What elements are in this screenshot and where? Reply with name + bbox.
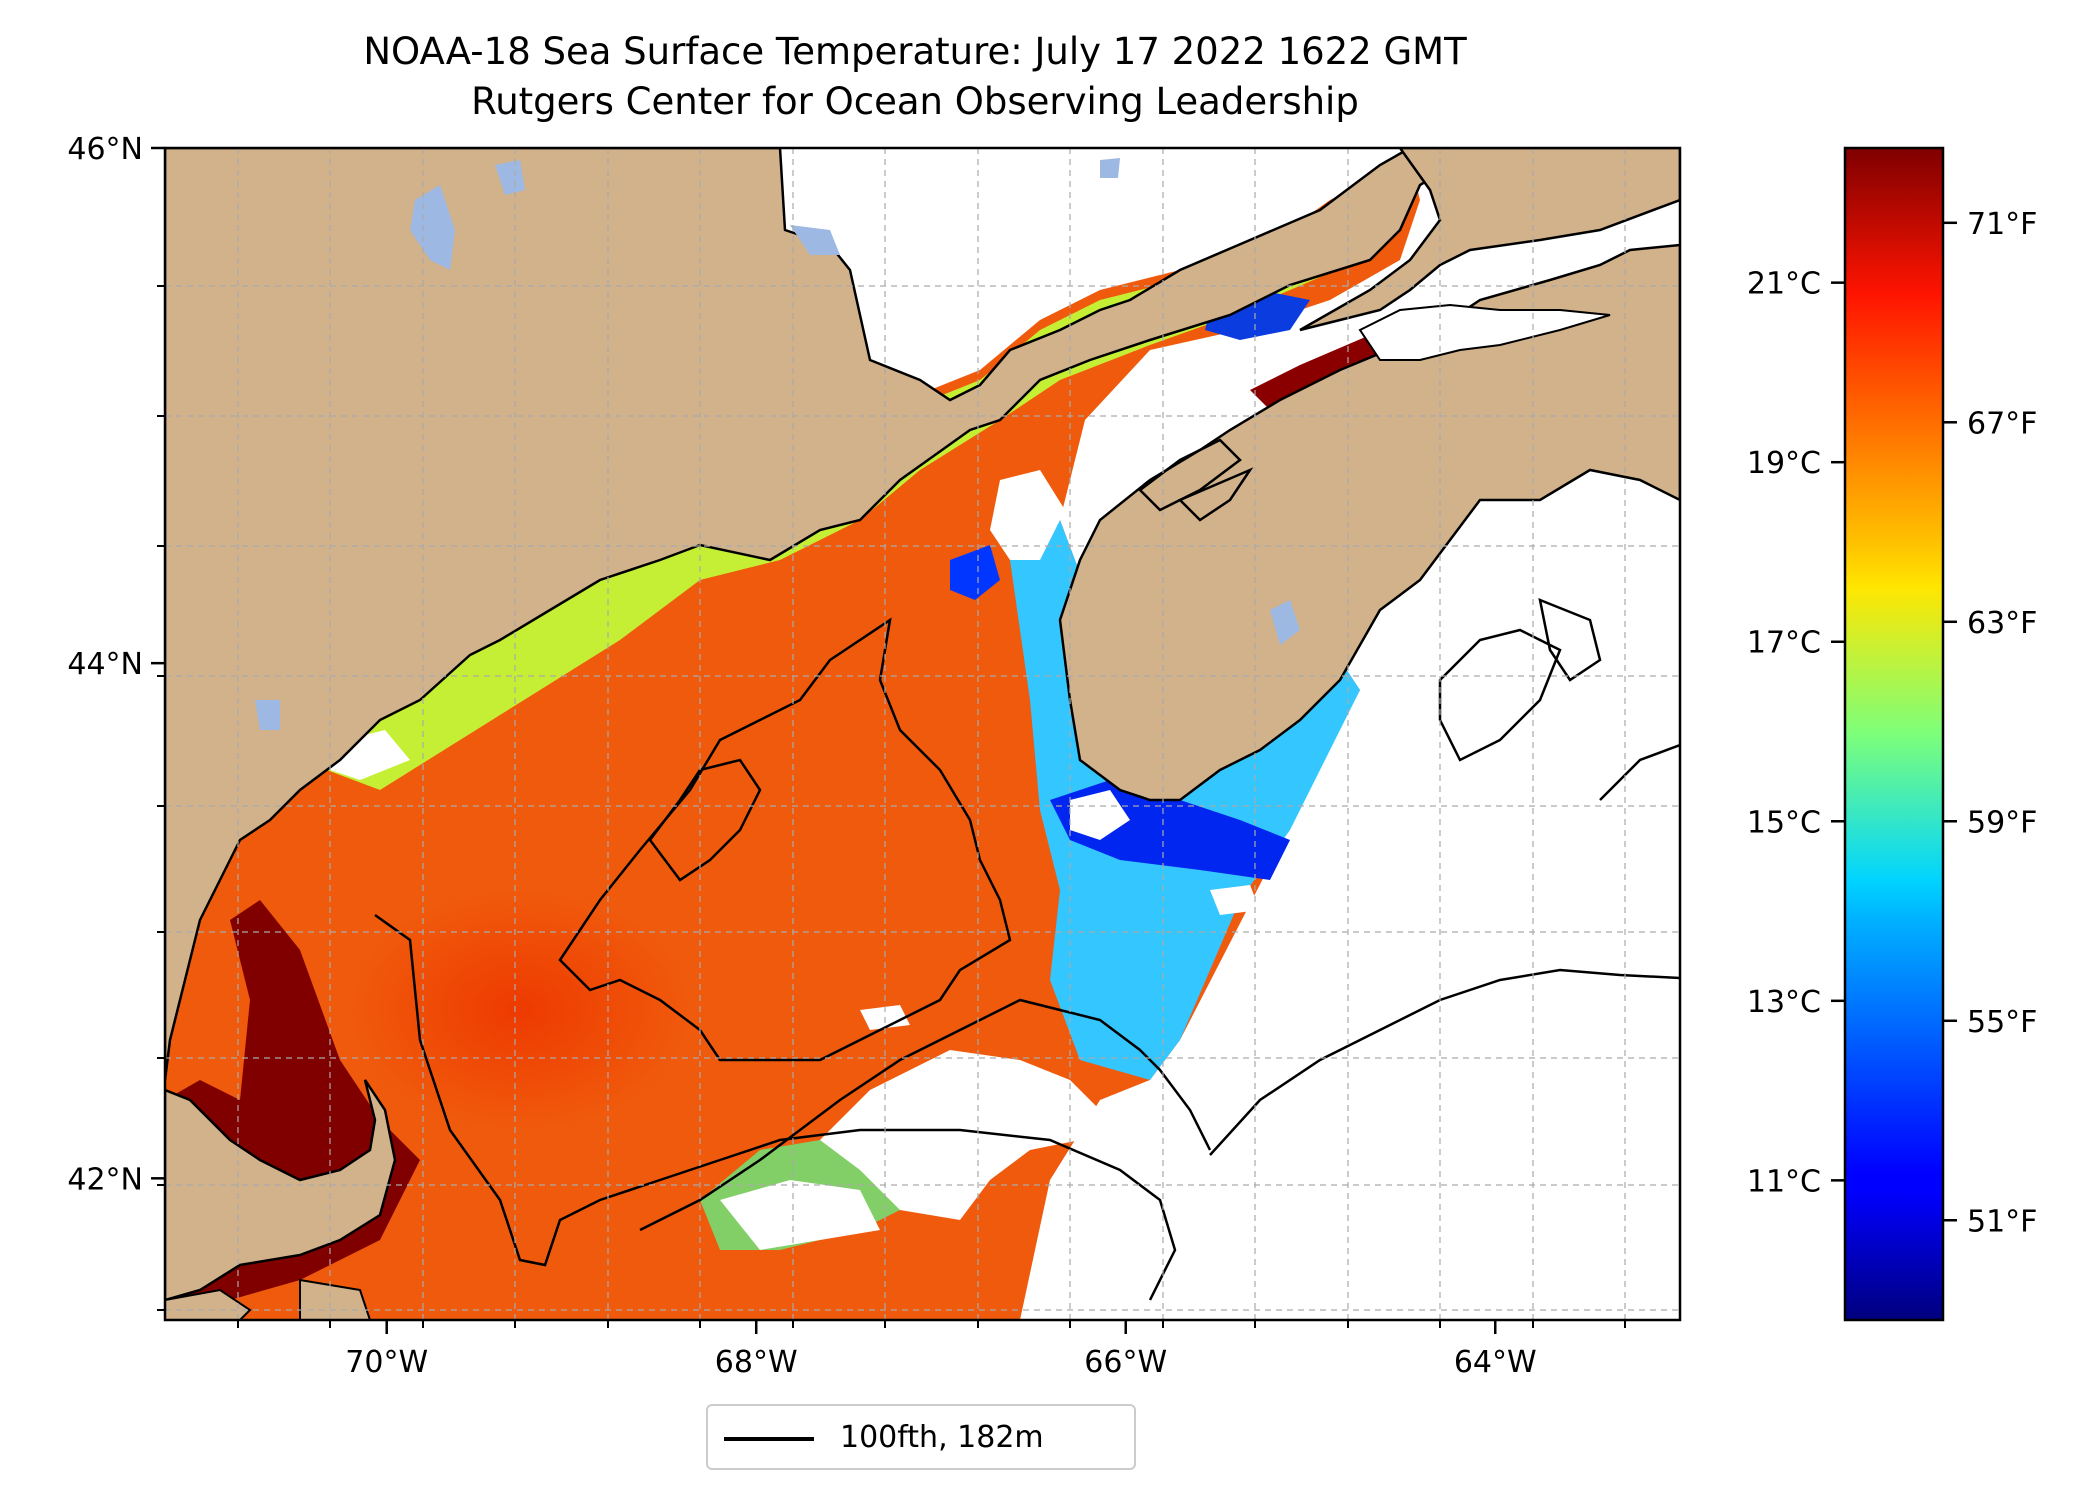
lon-tick-label: 66°W [1084, 1345, 1167, 1380]
lake [410, 185, 455, 270]
fahrenheit-tick-label: 67°F [1967, 406, 2037, 441]
colorbar-celsius-ticks: 21°C 19°C 17°C 15°C 13°C 11°C [1747, 267, 1845, 1199]
legend-entry-label: 100fth, 182m [840, 1420, 1044, 1455]
minas-basin [1358, 303, 1611, 361]
land-nova-scotia [1058, 243, 1680, 802]
gridlines [165, 148, 1680, 1320]
legend-line-swatch [724, 1437, 814, 1441]
lat-tick-label: 46°N [67, 132, 143, 167]
celsius-tick-label: 13°C [1747, 985, 1821, 1020]
celsius-tick-label: 19°C [1747, 446, 1821, 481]
lake [790, 225, 840, 255]
cloud-gap [720, 1180, 880, 1250]
land-new-brunswick [1299, 148, 1680, 332]
lon-tick-label: 64°W [1454, 1345, 1537, 1380]
sst-hot-center [350, 890, 690, 1130]
celsius-tick-label: 17°C [1747, 626, 1821, 661]
lake [255, 700, 280, 730]
lake [495, 160, 525, 195]
sst-hot-fundy [1250, 335, 1390, 410]
lake [1270, 600, 1300, 645]
fahrenheit-tick-label: 55°F [1967, 1005, 2037, 1040]
chart-title: NOAA-18 Sea Surface Temperature: July 17… [363, 30, 1467, 73]
cloud-gap [820, 1050, 1110, 1220]
fahrenheit-tick-label: 51°F [1967, 1204, 2037, 1239]
chart-subtitle: Rutgers Center for Ocean Observing Leade… [471, 80, 1359, 123]
lon-tick-labels: 70°W 68°W 66°W 64°W [345, 1320, 1537, 1380]
celsius-tick-label: 15°C [1747, 805, 1821, 840]
lat-tick-label: 44°N [67, 647, 143, 682]
fahrenheit-tick-label: 63°F [1967, 606, 2037, 641]
lon-tick-label: 70°W [345, 1345, 428, 1380]
lake [1100, 158, 1120, 178]
colorbar [1843, 146, 1945, 1322]
colorbar-fahrenheit-ticks: 71°F 67°F 63°F 59°F 55°F 51°F [1943, 207, 2037, 1239]
lon-tick-label: 68°W [715, 1345, 798, 1380]
y-ticks [157, 285, 165, 1311]
lat-tick-label: 42°N [67, 1162, 143, 1197]
x-ticks [237, 1320, 1626, 1328]
cloud-gap [1210, 885, 1260, 915]
map-frame [163, 146, 1682, 1322]
land-new-england [165, 148, 1483, 1081]
celsius-tick-label: 11°C [1747, 1164, 1821, 1199]
land-islands [165, 1288, 252, 1320]
sst-cold-patch [950, 545, 1000, 600]
cloud-gap [990, 470, 1065, 560]
legend: 100fth, 182m [706, 1404, 1136, 1470]
land-cape-cod [165, 1079, 397, 1302]
cloud-gap [1070, 790, 1130, 840]
fahrenheit-tick-label: 71°F [1967, 207, 2037, 242]
fahrenheit-tick-label: 59°F [1967, 805, 2037, 840]
lat-tick-labels: 46°N 44°N 42°N [67, 132, 165, 1197]
celsius-tick-label: 21°C [1747, 267, 1821, 302]
